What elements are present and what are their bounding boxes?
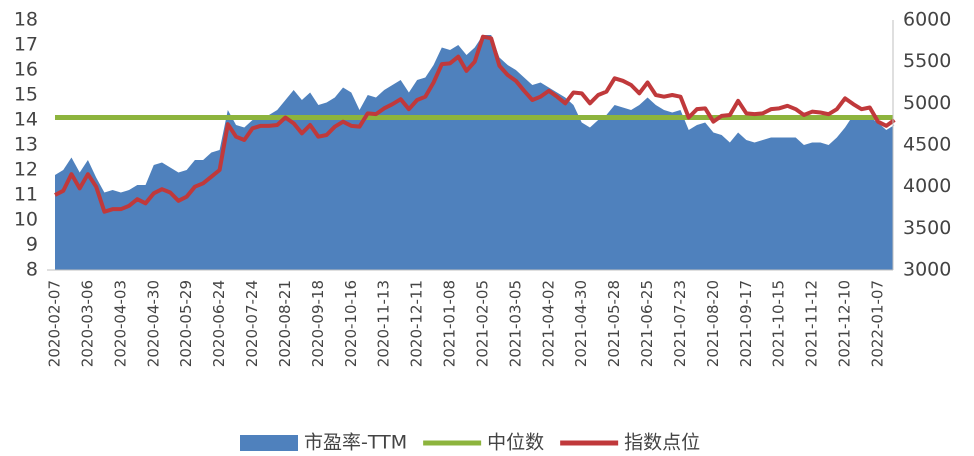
x-tick-label: 2022-01-07 (869, 280, 887, 367)
x-tick-label: 2020-11-13 (375, 280, 393, 367)
y-tick-label: 9 (26, 234, 38, 256)
x-tick-label: 2021-12-10 (836, 280, 854, 367)
x-tick-label: 2020-09-18 (309, 280, 327, 367)
x-tick-label: 2021-09-17 (737, 280, 755, 367)
x-tick-label: 2020-12-11 (408, 280, 426, 367)
y-tick-label: 13 (14, 134, 38, 156)
pe-area (55, 35, 895, 270)
x-tick-label: 2021-04-30 (572, 280, 590, 367)
y-tick-label: 17 (14, 34, 38, 56)
y2-tick-label: 3000 (903, 259, 951, 281)
x-tick-label: 2020-03-06 (78, 280, 96, 367)
x-tick-label: 2021-01-08 (441, 280, 459, 367)
y-tick-label: 12 (14, 159, 38, 181)
x-tick-label: 2020-05-29 (177, 280, 195, 367)
y-tick-label: 15 (14, 84, 38, 106)
x-tick-label: 2021-10-15 (770, 280, 788, 367)
x-tick-label: 2020-04-30 (144, 280, 162, 367)
y-tick-label: 14 (14, 109, 38, 131)
y2-tick-label: 4000 (903, 175, 951, 197)
legend-label: 中位数 (487, 432, 544, 454)
y-tick-label: 8 (26, 259, 38, 281)
x-tick-label: 2020-08-21 (276, 280, 294, 367)
legend-swatch (240, 435, 298, 451)
x-tick-label: 2021-08-20 (704, 280, 722, 367)
x-tick-label: 2021-04-02 (539, 280, 557, 367)
x-tick-label: 2020-07-24 (243, 280, 261, 367)
x-tick-label: 2020-04-03 (111, 280, 129, 367)
x-tick-label: 2021-07-23 (671, 280, 689, 367)
y-tick-label: 18 (14, 9, 38, 31)
y-tick-label: 16 (14, 59, 38, 81)
legend-label: 指数点位 (624, 432, 700, 454)
y2-tick-label: 4500 (903, 134, 951, 156)
y-tick-label: 11 (14, 184, 38, 206)
x-tick-label: 2020-02-07 (46, 280, 64, 367)
y2-tick-label: 5500 (903, 50, 951, 72)
index-line (54, 34, 896, 214)
y-tick-label: 10 (14, 209, 38, 231)
x-tick-label: 2021-05-28 (605, 280, 623, 367)
y2-tick-label: 3500 (903, 217, 951, 239)
x-tick-label: 2021-11-12 (803, 280, 821, 367)
x-tick-label: 2020-06-24 (210, 280, 228, 367)
x-tick-label: 2021-02-05 (473, 280, 491, 367)
x-tick-label: 2020-10-16 (342, 280, 360, 367)
x-tick-label: 2021-06-25 (638, 280, 656, 367)
legend-label: 市盈率-TTM (304, 432, 407, 454)
x-tick-label: 2021-03-05 (506, 280, 524, 367)
y2-tick-label: 6000 (903, 9, 951, 31)
y2-tick-label: 5000 (903, 92, 951, 114)
